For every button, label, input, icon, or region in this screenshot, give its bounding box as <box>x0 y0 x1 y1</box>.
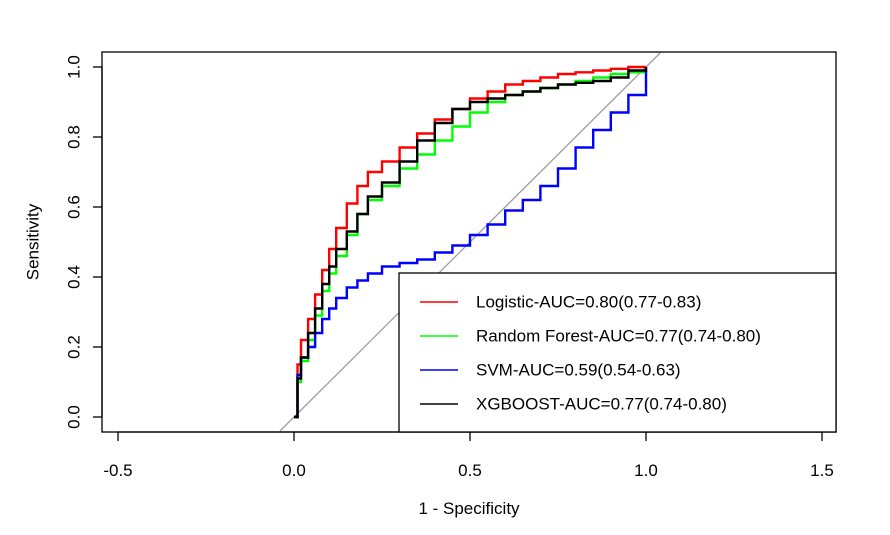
y-tick-label: 0.2 <box>65 335 84 359</box>
series-line-4 <box>294 67 648 419</box>
series-line-3 <box>294 67 648 419</box>
legend-box <box>398 272 837 433</box>
plot-area <box>279 52 661 432</box>
legend: Logistic-AUC=0.80(0.77-0.83) Random Fores… <box>398 272 837 433</box>
y-axis-title: Sensitivity <box>24 203 43 280</box>
x-axis-title: 1 - Specificity <box>418 499 520 518</box>
legend-label: Random Forest-AUC=0.77(0.74-0.80) <box>476 327 761 346</box>
y-tick-label: 0.0 <box>65 405 84 429</box>
legend-label: Logistic-AUC=0.80(0.77-0.83) <box>476 293 701 312</box>
y-tick-label: 0.8 <box>65 125 84 149</box>
legend-label: XGBOOST-AUC=0.77(0.74-0.80) <box>476 395 727 414</box>
x-tick-label: -0.5 <box>103 461 132 480</box>
legend-label: SVM-AUC=0.59(0.54-0.63) <box>476 361 681 380</box>
x-tick-label: 0.0 <box>282 461 306 480</box>
x-tick-label: 1.0 <box>634 461 658 480</box>
x-tick-label: 0.5 <box>458 461 482 480</box>
y-tick-label: 0.6 <box>65 195 84 219</box>
y-tick-label: 1.0 <box>65 55 84 79</box>
axes: -0.5 0.0 0.5 1.0 1.5 0.0 0.2 0.4 0.6 0.8 1.0 1 - Sp… <box>24 51 837 518</box>
x-tick-label: 1.5 <box>810 461 834 480</box>
y-tick-label: 0.4 <box>65 265 84 289</box>
